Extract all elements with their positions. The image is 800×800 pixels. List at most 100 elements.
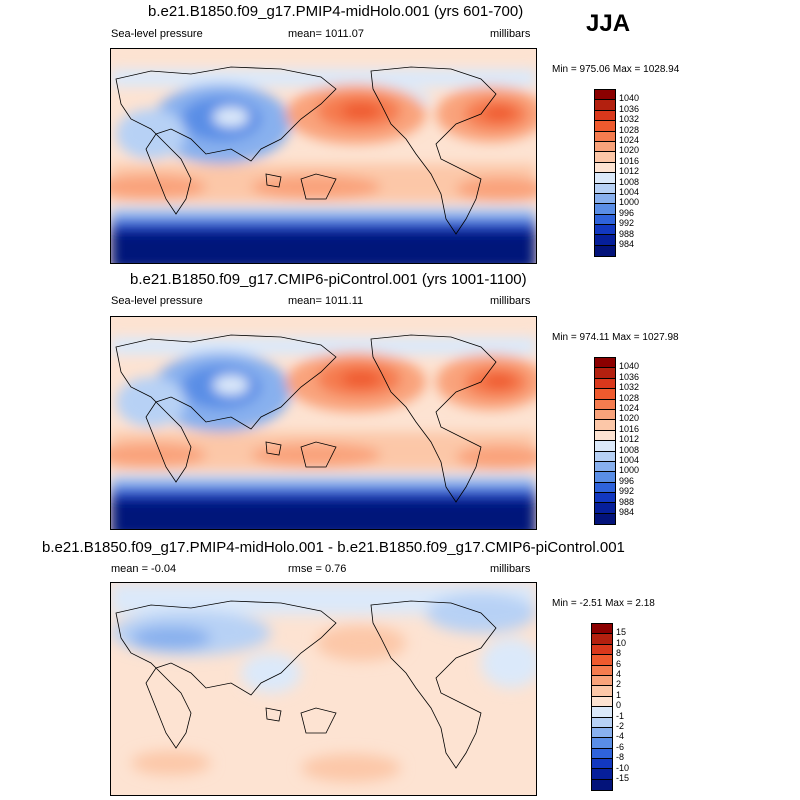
panel-1-colorbar [594,89,616,258]
colorbar-swatch [595,503,615,514]
panel-2-mean: mean= 1011.11 [288,295,364,307]
colorbar-swatch [595,100,615,111]
colorbar-swatch [595,131,615,142]
colorbar-swatch [592,759,612,770]
panel-2-title: b.e21.B1850.f09_g17.CMIP6-piControl.001 … [130,271,527,288]
colorbar-tick-label: 1012 [619,434,640,445]
colorbar-tick-label: 1028 [619,124,640,135]
colorbar-swatch [595,162,615,174]
panel-1-title: b.e21.B1850.f09_g17.PMIP4-midHolo.001 (y… [148,3,524,20]
colorbar-swatch [595,110,615,122]
colorbar-tick-label: 1040 [619,361,640,372]
panel-2-variable: Sea-level pressure [111,295,203,307]
panel-2-map [110,316,537,530]
colorbar-tick-label: 1000 [619,465,640,476]
colorbar-tick-label: 1016 [619,155,640,166]
colorbar-tick-label: 1008 [619,176,640,187]
colorbar-swatch [592,769,612,780]
colorbar-swatch [595,245,615,257]
colorbar-tick-label: 1000 [619,197,640,208]
panel-1-field [111,49,536,263]
colorbar-tick-label: 1040 [619,93,640,104]
colorbar-swatch [595,225,615,236]
colorbar-tick-label: -1 [616,710,625,721]
colorbar-swatch [595,389,615,400]
colorbar-tick-label: 1036 [619,371,640,382]
colorbar-swatch [595,235,615,246]
colorbar-swatch [595,141,615,153]
colorbar-swatch [595,441,615,452]
colorbar-tick-label: 1024 [619,403,640,413]
colorbar-tick-label: 1016 [619,423,640,434]
colorbar-tick-label: 996 [619,207,635,218]
colorbar-tick-label: 1004 [619,455,640,465]
panel-2-units: millibars [490,295,531,307]
colorbar-swatch [592,779,612,791]
colorbar-swatch [595,493,615,504]
colorbar-tick-label: 6 [616,658,622,669]
colorbar-swatch [595,121,615,132]
colorbar-tick-label: 988 [619,228,635,239]
colorbar-tick-label: -2 [616,721,625,731]
colorbar-tick-label: 996 [619,475,635,486]
colorbar-tick-label: -6 [616,741,625,752]
colorbar-tick-label: 8 [616,648,622,659]
colorbar-tick-label: 1020 [619,413,640,424]
colorbar-swatch [595,90,615,101]
colorbar-tick-label: 2 [616,679,622,690]
colorbar-swatch [592,675,612,687]
colorbar-swatch [595,409,615,421]
colorbar-swatch [595,183,615,194]
colorbar-swatch [592,727,612,739]
panel-1-map [110,48,537,264]
panel-1-units: millibars [490,28,531,40]
colorbar-tick-label: 1032 [619,114,640,125]
season-label: JJA [586,10,631,37]
colorbar-swatch [595,430,615,442]
colorbar-tick-label: 1004 [619,187,640,197]
colorbar-swatch [595,358,615,369]
colorbar-swatch [592,644,612,656]
panel-1-variable: Sea-level pressure [111,28,203,40]
colorbar-tick-label: -8 [616,752,625,763]
colorbar-tick-label: -10 [616,762,630,773]
colorbar-swatch [592,738,612,749]
colorbar-tick-label: 1 [616,689,622,700]
colorbar-tick-label: 984 [619,239,635,249]
colorbar-tick-label: 1028 [619,392,640,403]
colorbar-tick-label: 984 [619,507,635,517]
colorbar-tick-label: 1032 [619,382,640,393]
colorbar-tick-label: 1036 [619,103,640,114]
panel-1-minmax: Min = 975.06 Max = 1028.94 [552,64,680,75]
colorbar-tick-label: 988 [619,496,635,507]
panel-3-title: b.e21.B1850.f09_g17.PMIP4-midHolo.001 - … [42,539,625,556]
panel-3-field [111,583,536,795]
panel-3-map [110,582,537,796]
colorbar-swatch [592,686,612,697]
colorbar-swatch [595,399,615,410]
colorbar-tick-label: 10 [616,637,627,648]
colorbar-swatch [595,173,615,184]
colorbar-tick-label: 4 [616,669,622,679]
panel-2-minmax: Min = 974.11 Max = 1027.98 [552,332,679,343]
colorbar-swatch [595,204,615,215]
colorbar-tick-label: 1008 [619,444,640,455]
colorbar-swatch [595,513,615,525]
colorbar-tick-label: 1020 [619,145,640,156]
colorbar-tick-label: 0 [616,700,622,711]
colorbar-swatch [592,696,612,708]
panel-3-units: millibars [490,563,531,575]
colorbar-swatch [592,655,612,666]
colorbar-tick-label: 992 [619,218,635,229]
panel-2-field [111,317,536,529]
colorbar-swatch [592,748,612,760]
colorbar-swatch [595,214,615,226]
panel-3-mean: mean = -0.04 [111,563,177,575]
colorbar-swatch [595,461,615,473]
colorbar-tick-label: 15 [616,627,627,638]
colorbar-swatch [592,665,612,676]
colorbar-swatch [595,193,615,205]
panel-3-colorbar [591,623,613,792]
panel-2-colorbar [594,357,616,526]
colorbar-swatch [592,624,612,635]
